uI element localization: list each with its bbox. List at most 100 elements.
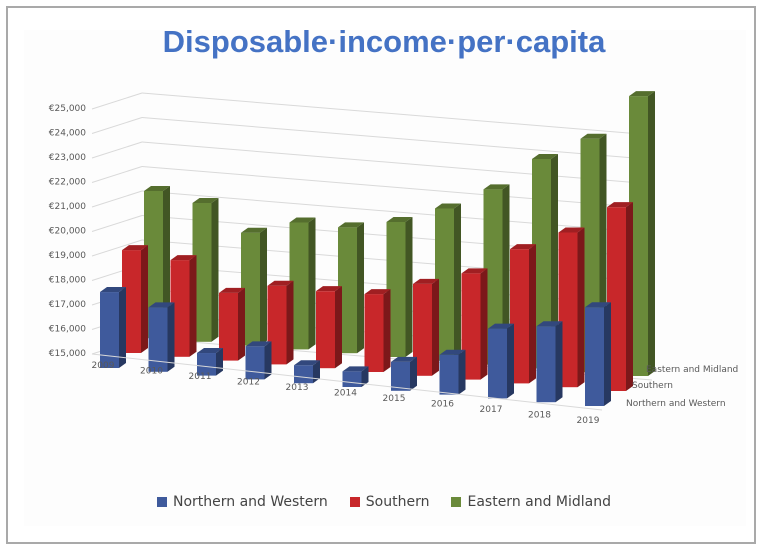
bar-southern-2018	[558, 232, 578, 388]
x-tick-label: 2013	[286, 383, 309, 393]
bar-northern-and-western-2018	[536, 326, 556, 403]
bar-top	[391, 356, 417, 362]
bar-top	[386, 216, 413, 222]
legend-item: Southern	[349, 494, 429, 510]
bar-top	[629, 91, 655, 97]
legend-swatch	[349, 497, 360, 507]
bar-southern-2014	[364, 294, 384, 372]
bar-top	[435, 203, 461, 209]
bar-top	[413, 278, 439, 284]
y-tick-label: €22,000	[49, 178, 86, 188]
bar-side	[167, 302, 175, 372]
bar-side	[458, 349, 466, 395]
bar-southern-2011	[219, 292, 238, 361]
bar-southern-2019	[607, 207, 626, 391]
bar-side	[432, 278, 439, 376]
gridline-back	[141, 92, 653, 136]
y-tick-label: €24,000	[49, 129, 86, 139]
bar-northern-and-western-2009	[100, 292, 119, 368]
bar-side	[529, 244, 536, 384]
bar-top	[294, 360, 320, 366]
bar-top	[607, 202, 633, 208]
bar-top	[170, 255, 197, 261]
x-tick-label: 2009	[92, 361, 115, 371]
bar-top	[316, 286, 342, 292]
gridline-back	[141, 117, 653, 160]
gridline-side	[91, 92, 143, 110]
bar-eastern-and-midland-2016	[483, 189, 503, 365]
bar-southern-2010	[170, 260, 190, 357]
legend-item: Northern and Western	[156, 494, 328, 510]
bar-side	[308, 217, 316, 350]
bar-eastern-and-midland-2012	[289, 222, 309, 350]
chart-legend: Northern and Western Southern Eastern and …	[0, 494, 768, 510]
bar-side	[551, 153, 558, 369]
bar-top	[241, 227, 267, 233]
depth-axis-label: Northern and Western	[626, 399, 726, 409]
bar-top	[461, 268, 488, 274]
bar-side	[238, 287, 245, 361]
bar-top	[338, 222, 364, 228]
bar-eastern-and-midland-2014	[386, 221, 406, 357]
bar-eastern-and-midland-2015	[435, 208, 454, 361]
bar-side	[141, 245, 148, 353]
gridline-back	[141, 166, 653, 209]
bar-top	[192, 197, 219, 203]
x-tick-label: 2010	[140, 367, 163, 377]
bar-southern-2009	[122, 250, 141, 353]
y-tick-label: €20,000	[49, 227, 86, 237]
bar-side	[163, 186, 170, 338]
bar-side	[410, 356, 417, 391]
legend-label: Northern and Western	[172, 494, 328, 510]
y-tick-label: €25,000	[49, 104, 86, 114]
bar-top	[532, 153, 558, 159]
y-tick-label: €16,000	[49, 325, 86, 335]
bar-top	[245, 341, 272, 347]
bar-top	[585, 302, 611, 308]
bar-northern-and-western-2015	[391, 361, 410, 391]
bar-eastern-and-midland-2019	[629, 96, 648, 376]
bar-top	[289, 217, 316, 223]
chart-title: Disposable·income·per·capita	[162, 24, 606, 59]
bar-northern-and-western-2016	[439, 354, 459, 395]
legend-label: Eastern and Midland	[467, 494, 612, 510]
bar-side	[335, 286, 342, 369]
bar-side	[119, 287, 126, 368]
bar-eastern-and-midland-2011	[241, 232, 260, 346]
bar-side	[383, 289, 391, 372]
bar-eastern-and-midland-2010	[192, 202, 212, 342]
bar-southern-2017	[510, 249, 529, 384]
bar-top	[100, 287, 126, 293]
bar-side	[286, 280, 294, 365]
gridline-side	[91, 166, 143, 183]
gridline-side	[91, 117, 143, 134]
y-tick-label: €15,000	[49, 349, 86, 359]
bar-eastern-and-midland-2009	[144, 191, 163, 338]
bar-top	[144, 186, 170, 191]
y-tick-label: €21,000	[49, 202, 86, 212]
y-tick-label: €18,000	[49, 276, 86, 286]
bar-southern-2013	[316, 291, 335, 369]
y-tick-label: €23,000	[49, 153, 86, 163]
bar-top	[148, 302, 175, 308]
depth-axis-label: Eastern and Midland	[646, 365, 738, 375]
gridline-side	[91, 215, 143, 232]
bar-top	[536, 321, 563, 327]
x-tick-label: 2017	[480, 405, 503, 415]
bar-side	[405, 216, 413, 357]
bar-eastern-and-midland-2013	[338, 227, 357, 354]
bar-side	[211, 197, 219, 342]
x-tick-label: 2015	[383, 394, 406, 404]
bar-northern-and-western-2013	[294, 365, 313, 384]
y-tick-label: €19,000	[49, 251, 86, 261]
bar-top	[267, 280, 294, 286]
bar-northern-and-western-2019	[585, 307, 604, 406]
bar-side	[260, 227, 267, 346]
bar-side	[648, 91, 655, 376]
x-axis-line	[91, 353, 603, 411]
bar-side	[604, 302, 611, 406]
bar-top	[219, 287, 245, 293]
bar-northern-and-western-2010	[148, 307, 168, 372]
bar-northern-and-western-2017	[488, 328, 507, 399]
